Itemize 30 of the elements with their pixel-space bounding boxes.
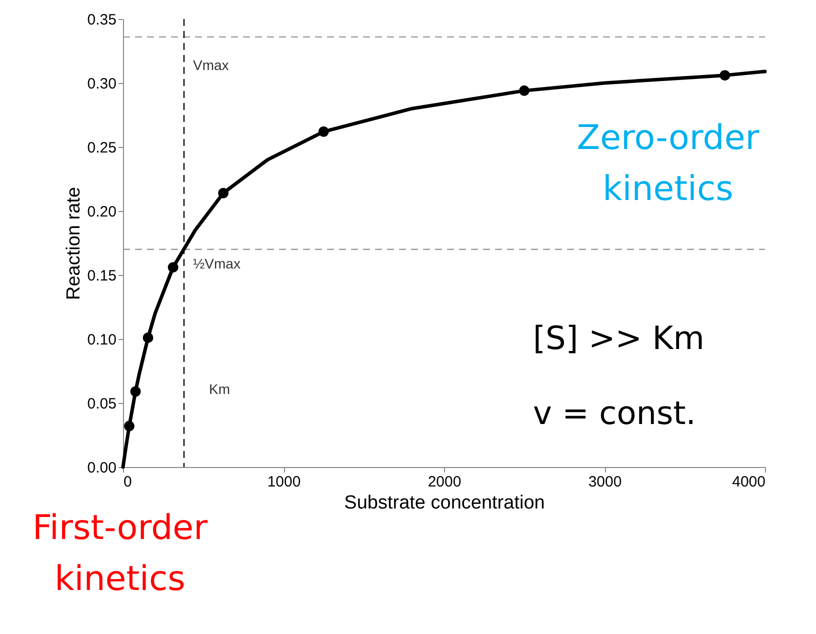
point <box>218 188 229 198</box>
point <box>124 420 135 432</box>
y-tick-label: 0.05 <box>87 396 116 412</box>
point <box>142 332 154 343</box>
annotation: [S] >> Km <box>533 319 704 357</box>
point <box>519 85 530 96</box>
x-tick-label: 2000 <box>428 474 462 490</box>
ref-line-label: Vmax <box>193 56 229 73</box>
annotation: v = const. <box>533 394 696 432</box>
text: First-order kinetics <box>32 508 208 599</box>
y-tick-label: 0.30 <box>87 76 116 92</box>
point <box>168 262 178 273</box>
point <box>318 126 329 137</box>
x-tick-label: 4000 <box>732 474 766 490</box>
x-tick-label: 0 <box>124 474 132 490</box>
y-tick-label: 0.35 <box>87 12 116 28</box>
x-axis-title: Substrate concentration <box>344 492 545 514</box>
y-tick-label: 0.10 <box>87 332 116 348</box>
annotation: Zero-order kinetics <box>576 118 760 209</box>
point <box>130 386 141 397</box>
y-tick-label: 0.20 <box>87 204 116 220</box>
y-tick-label: 0.00 <box>87 460 116 476</box>
x-tick-label: 3000 <box>588 474 622 490</box>
y-axis-title: Reaction rate <box>63 186 84 300</box>
x-tick-label: 1000 <box>267 474 301 490</box>
ref-line-label: Km <box>208 381 230 397</box>
y-tick-label: 0.25 <box>87 140 116 156</box>
ref-line-label: ½Vmax <box>193 255 240 272</box>
point <box>720 70 730 81</box>
y-tick-label: 0.15 <box>87 268 116 284</box>
